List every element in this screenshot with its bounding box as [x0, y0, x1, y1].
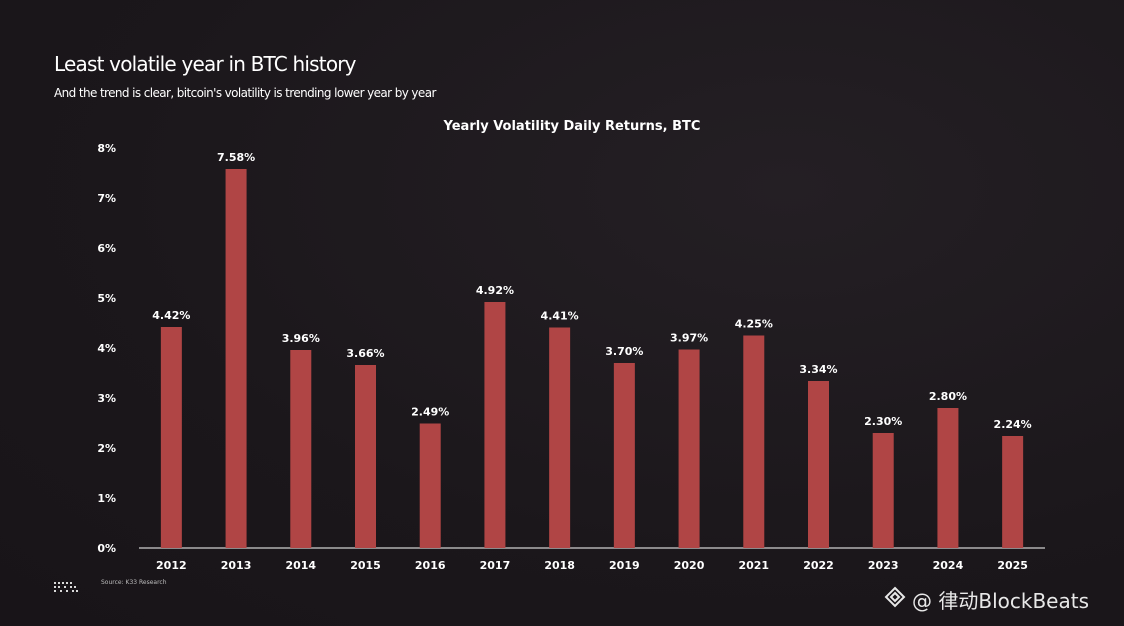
bar: [808, 381, 829, 548]
watermark-text: @ 律动BlockBeats: [912, 588, 1089, 613]
y-tick-label: 7%: [97, 192, 116, 205]
x-tick-label: 2025: [997, 559, 1028, 572]
slide-subtitle: And the trend is clear, bitcoin's volati…: [54, 86, 436, 100]
bar: [225, 169, 247, 548]
data-label: 3.96%: [282, 332, 320, 345]
y-tick-label: 2%: [97, 442, 116, 455]
bar: [613, 363, 635, 548]
y-tick-label: 8%: [97, 142, 116, 155]
x-tick-label: 2024: [933, 559, 964, 572]
y-tick-label: 5%: [97, 292, 116, 305]
data-label: 3.34%: [799, 363, 837, 376]
blockbeats-diamond-icon: [884, 586, 906, 613]
k33-logo-icon: [54, 577, 78, 596]
x-tick-label: 2012: [156, 559, 187, 572]
y-tick-label: 0%: [97, 542, 116, 555]
data-label: 4.42%: [152, 309, 190, 322]
bar: [160, 327, 182, 548]
x-tick-label: 2023: [868, 559, 899, 572]
data-label: 3.70%: [605, 345, 643, 358]
y-tick-label: 1%: [97, 492, 116, 505]
bar: [937, 408, 959, 548]
slide-title: Least volatile year in BTC history: [54, 52, 357, 76]
x-tick-label: 2022: [803, 559, 834, 572]
bar: [419, 423, 441, 548]
bar: [549, 327, 571, 548]
data-label: 2.24%: [994, 418, 1032, 431]
data-label: 3.66%: [346, 347, 384, 360]
bar: [743, 335, 765, 548]
x-tick-label: 2015: [350, 559, 381, 572]
x-tick-label: 2013: [221, 559, 252, 572]
x-tick-label: 2021: [738, 559, 769, 572]
x-tick-label: 2018: [544, 559, 575, 572]
x-tick-label: 2014: [285, 559, 316, 572]
data-label: 4.92%: [476, 284, 514, 297]
bar: [872, 433, 894, 548]
data-label: 2.30%: [864, 415, 902, 428]
bar: [678, 349, 700, 548]
x-tick-label: 2019: [609, 559, 640, 572]
source-note: Source: K33 Research: [101, 579, 167, 586]
x-tick-label: 2020: [674, 559, 705, 572]
x-tick-label: 2017: [480, 559, 511, 572]
blockbeats-watermark: @ 律动BlockBeats: [884, 586, 1089, 613]
data-label: 7.58%: [217, 151, 255, 164]
bar: [484, 302, 506, 548]
bar: [1002, 436, 1024, 548]
data-label: 2.49%: [411, 406, 449, 419]
data-label: 4.41%: [541, 310, 579, 323]
bar: [290, 350, 312, 548]
data-label: 4.25%: [735, 318, 773, 331]
y-tick-label: 4%: [97, 342, 116, 355]
y-tick-label: 3%: [97, 392, 116, 405]
x-tick-label: 2016: [415, 559, 446, 572]
data-label: 2.80%: [929, 390, 967, 403]
y-tick-label: 6%: [97, 242, 116, 255]
chart-title: Yearly Volatility Daily Returns, BTC: [443, 119, 701, 134]
data-label: 3.97%: [670, 332, 708, 345]
bar: [355, 365, 376, 548]
